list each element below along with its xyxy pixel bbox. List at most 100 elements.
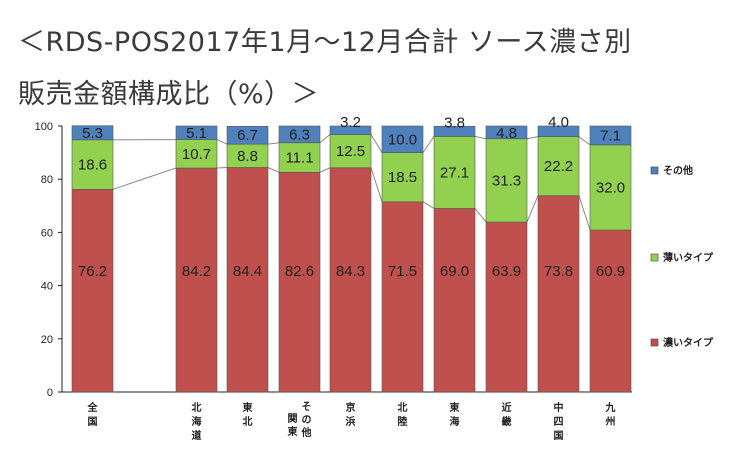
legend-label: 濃いタイプ xyxy=(663,336,714,349)
category-label-char: 国 xyxy=(88,416,98,428)
value-label: 84.2 xyxy=(182,263,211,280)
value-label: 4.8 xyxy=(496,125,517,142)
value-label: 5.3 xyxy=(82,125,103,142)
value-label: 63.9 xyxy=(492,263,521,280)
value-label: 11.1 xyxy=(285,150,313,167)
value-label: 73.8 xyxy=(544,263,573,280)
legend-swatch xyxy=(650,253,659,262)
value-label: 4.0 xyxy=(548,114,569,131)
category-label-char: 関 xyxy=(288,413,298,425)
dark-type-bar xyxy=(485,221,528,393)
category-label-char: 四 xyxy=(554,416,564,428)
series-connector-line xyxy=(319,167,331,173)
light-type-bar xyxy=(329,134,372,169)
y-tick-label: 100 xyxy=(35,121,53,133)
light-type-bar xyxy=(589,144,632,231)
dark-type-bar xyxy=(537,195,580,393)
series-connector-line xyxy=(578,136,591,146)
other-bar xyxy=(329,125,372,135)
value-label: 10.0 xyxy=(388,131,417,148)
light-type-bar xyxy=(537,136,580,196)
category-label-char: の xyxy=(302,415,312,426)
series-connector-line xyxy=(319,134,331,144)
category-label-char: 海 xyxy=(450,415,460,428)
series-connector-line xyxy=(422,201,435,209)
category-label-char: 陸 xyxy=(398,415,408,428)
value-label: 18.6 xyxy=(78,157,107,174)
series-connector-line xyxy=(216,139,228,145)
category-label-char: 全 xyxy=(87,401,99,414)
category-label-char: 畿 xyxy=(502,415,512,428)
dark-type-bar xyxy=(226,167,269,393)
series-connector-line xyxy=(267,142,280,145)
other-bar xyxy=(433,125,476,137)
dark-type-bar xyxy=(71,189,114,393)
category-label-char: 東 xyxy=(243,401,253,414)
category-label-char: 国 xyxy=(554,430,564,442)
series-connector-line xyxy=(526,195,539,223)
category-label-char: 近 xyxy=(502,401,512,414)
category-label-char: 海 xyxy=(192,415,202,428)
y-tick-label: 20 xyxy=(41,334,53,346)
value-label: 84.4 xyxy=(233,263,262,280)
chart-title-line1: ＜RDS-POS2017年1月〜12月合計 ソース濃さ別 xyxy=(18,27,632,58)
value-label: 22.2 xyxy=(544,158,573,175)
other-bar xyxy=(589,125,632,146)
other-bar xyxy=(226,125,269,145)
category-label-char: 九 xyxy=(605,401,616,414)
dark-type-bar xyxy=(381,201,424,393)
light-type-bar xyxy=(485,138,528,223)
category-label-char: 道 xyxy=(192,429,202,442)
category-label-char: 中 xyxy=(554,401,564,414)
category-label-char: 東 xyxy=(450,401,460,414)
legend-swatch xyxy=(650,338,659,347)
series-connector-line xyxy=(267,167,280,173)
other-bar xyxy=(537,125,580,137)
value-label: 8.8 xyxy=(237,148,258,165)
series-connector-line xyxy=(526,136,539,140)
light-type-bar xyxy=(175,139,218,169)
value-label: 5.1 xyxy=(186,125,207,142)
series-connector-line xyxy=(474,135,487,140)
series-connector-line xyxy=(578,195,591,231)
y-tick-label: 0 xyxy=(47,387,53,399)
category-label-char: 州 xyxy=(605,416,616,428)
legend-label: その他 xyxy=(663,164,693,177)
y-tick-label: 80 xyxy=(41,174,53,186)
other-bar xyxy=(71,125,114,141)
light-type-bar xyxy=(71,139,114,190)
series-connector-line xyxy=(422,136,435,153)
y-tick-label: 60 xyxy=(41,227,53,239)
category-label-char: 北 xyxy=(243,415,253,428)
dark-type-bar xyxy=(433,208,476,393)
chart-title-line2: 販売金額構成比（%）＞ xyxy=(18,79,320,110)
value-label: 60.9 xyxy=(596,263,625,280)
category-label-char: そ xyxy=(302,401,312,413)
series-connector-line xyxy=(474,208,487,223)
category-label-char: 東 xyxy=(288,425,298,438)
y-tick-label: 40 xyxy=(41,281,53,293)
value-label: 6.3 xyxy=(289,126,310,143)
category-label-char: 浜 xyxy=(346,415,356,428)
series-connector-line xyxy=(216,166,228,169)
value-label: 84.3 xyxy=(336,263,365,280)
dark-type-bar xyxy=(175,167,218,393)
value-label: 10.7 xyxy=(182,146,211,163)
other-bar xyxy=(381,125,424,153)
value-label: 71.5 xyxy=(388,263,417,280)
legend-swatch xyxy=(650,166,659,175)
light-type-bar xyxy=(278,142,321,173)
series-connector-line xyxy=(370,134,383,153)
dark-type-bar xyxy=(329,167,372,393)
value-label: 12.5 xyxy=(336,143,365,160)
value-label: 82.6 xyxy=(285,263,314,280)
category-label-char: 京 xyxy=(346,401,356,414)
value-label: 18.5 xyxy=(388,169,417,186)
value-label: 32.0 xyxy=(596,179,625,196)
series-lines xyxy=(112,134,591,231)
value-label: 27.1 xyxy=(440,164,469,181)
category-label-char: 他 xyxy=(301,426,312,439)
